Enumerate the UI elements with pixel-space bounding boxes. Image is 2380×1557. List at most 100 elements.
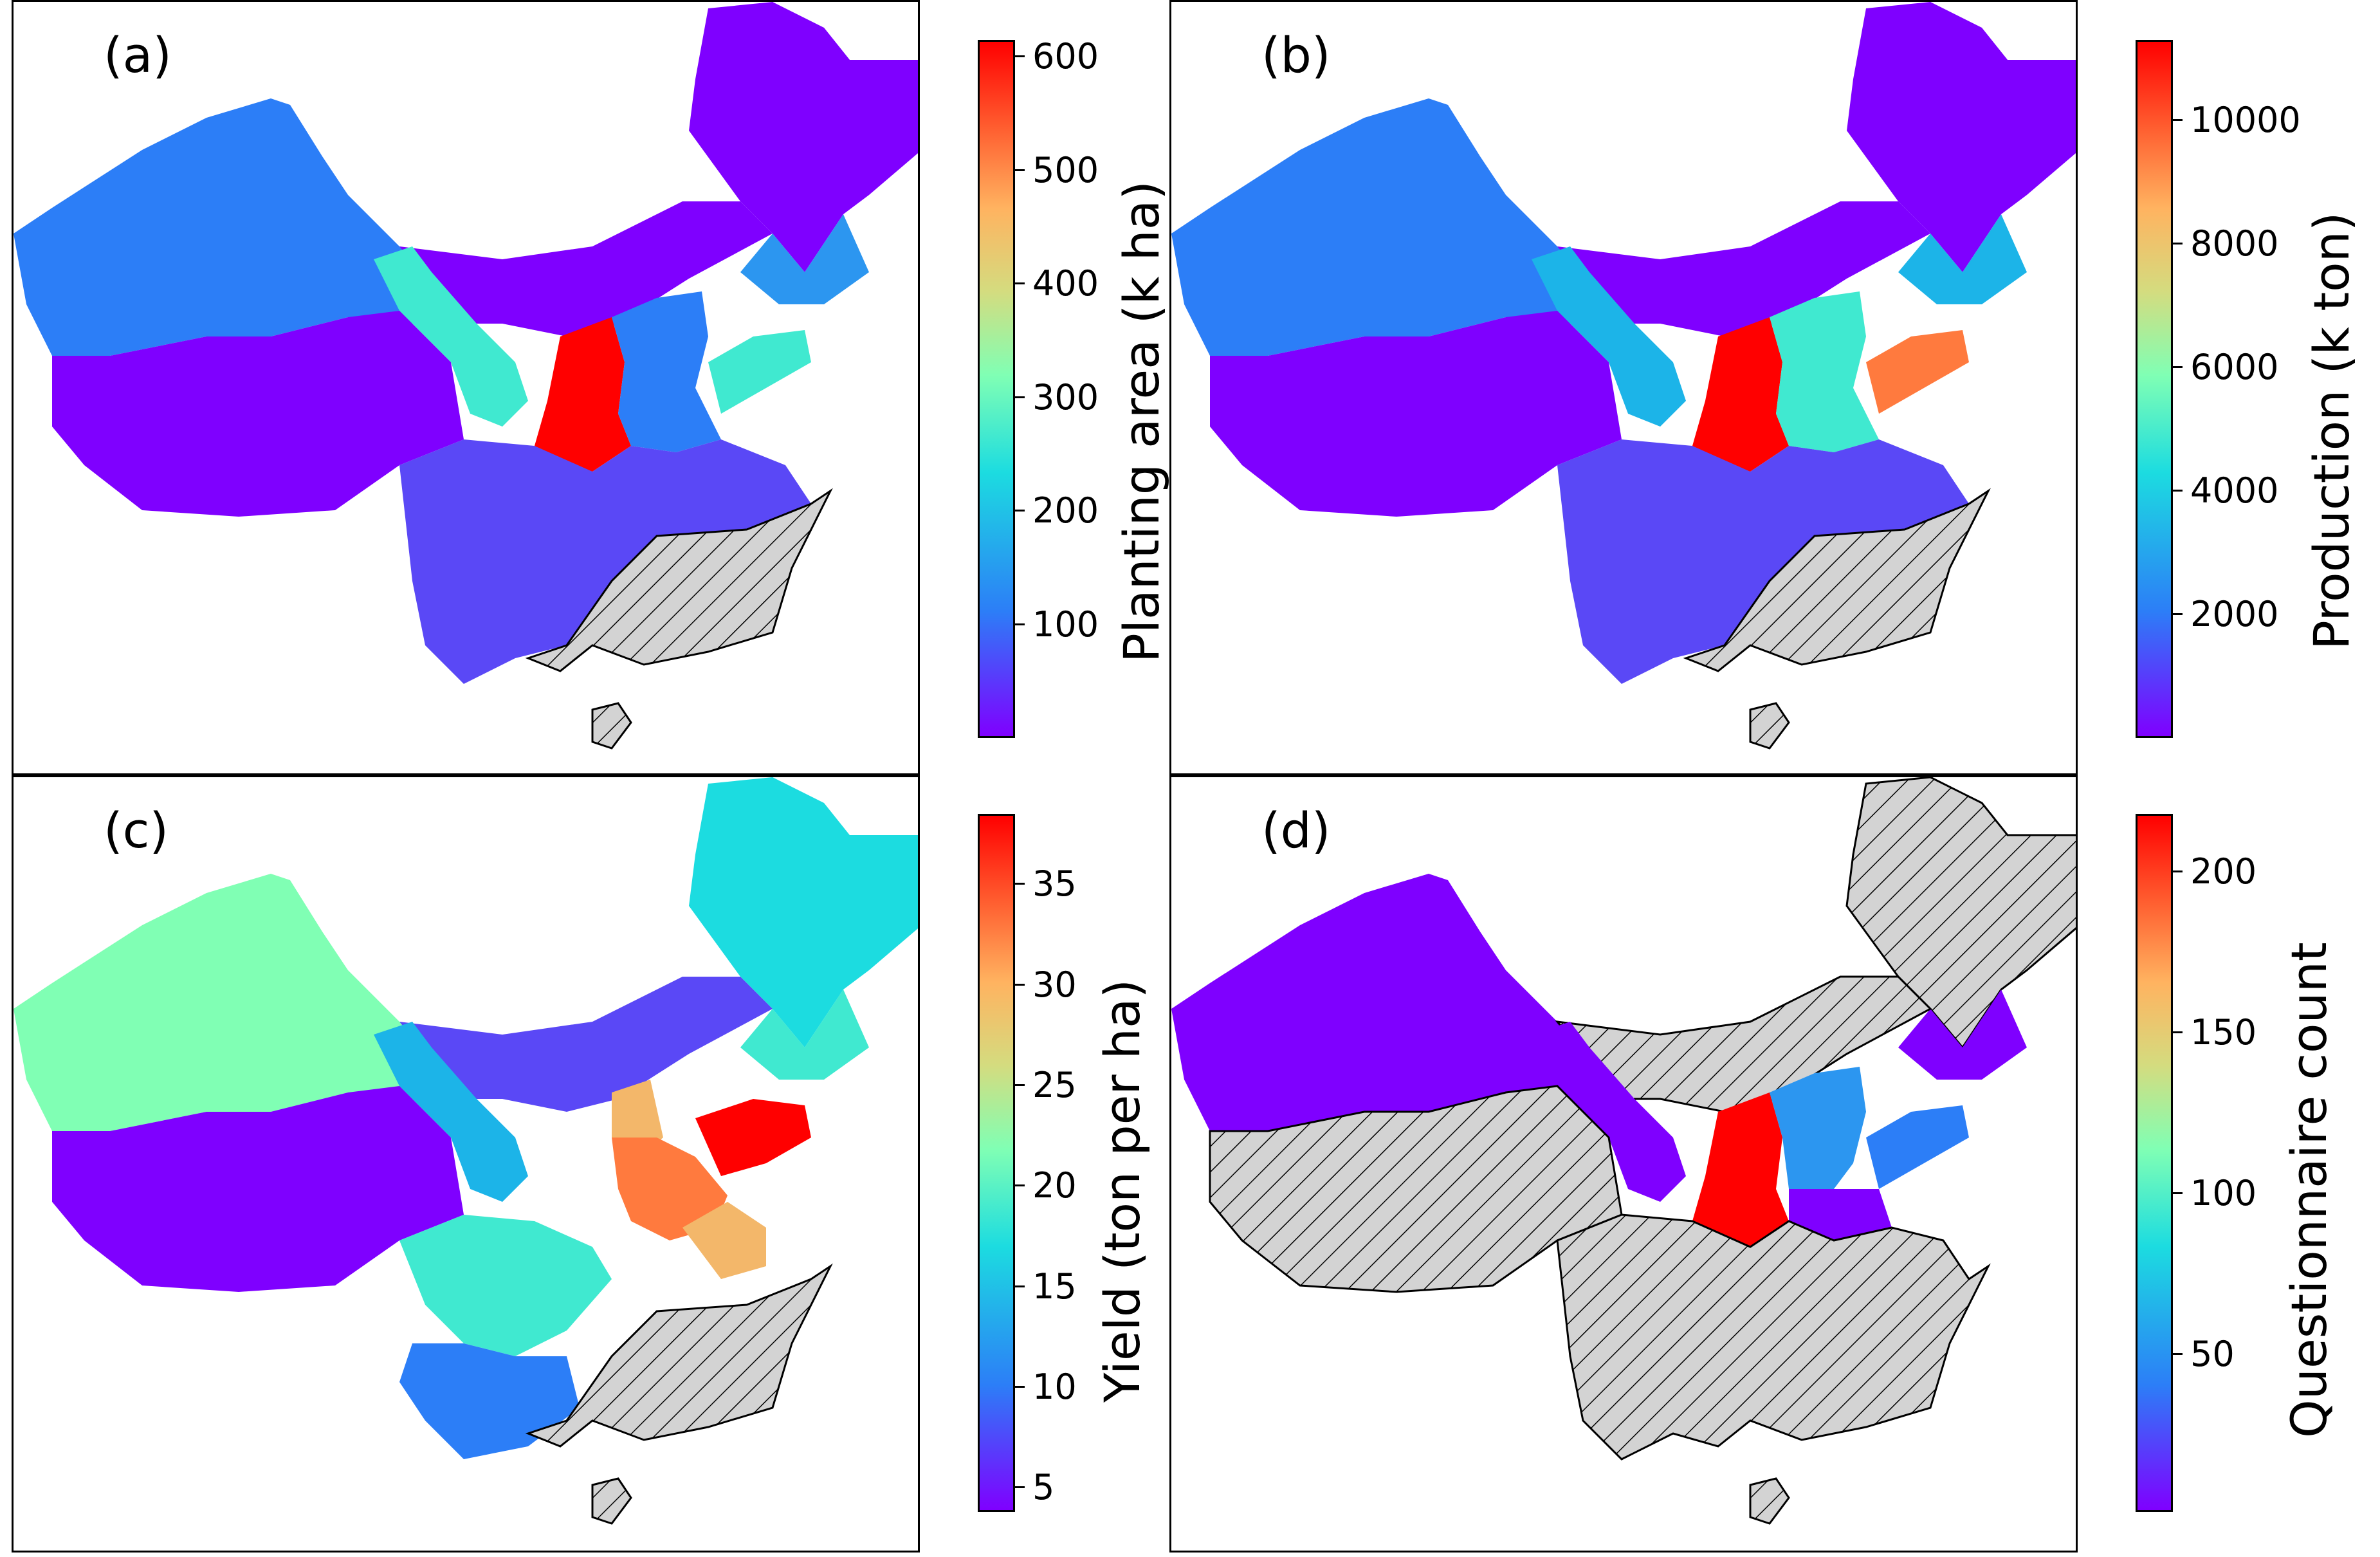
tick-label: 150 bbox=[2190, 1012, 2257, 1053]
tick-mark bbox=[2171, 871, 2183, 872]
tick-label: 100 bbox=[1032, 603, 1099, 645]
tick-label: 500 bbox=[1032, 149, 1099, 190]
region-sichuan bbox=[399, 1215, 612, 1356]
tick-mark bbox=[1013, 983, 1025, 986]
region-xinjiang bbox=[1171, 874, 1622, 1131]
tick-mark bbox=[2171, 365, 2183, 368]
region-inner-mongolia bbox=[399, 201, 773, 336]
tick-mark bbox=[1013, 510, 1025, 512]
tick-mark bbox=[2171, 489, 2183, 492]
tick-label: 100 bbox=[2190, 1173, 2257, 1213]
tick-label: 20 bbox=[1032, 1165, 1077, 1206]
tick-mark bbox=[2171, 1192, 2183, 1194]
colorbar-title-d: Questionnaire count bbox=[2280, 942, 2338, 1438]
china-map-d bbox=[1171, 777, 2076, 1525]
region-gansu bbox=[374, 246, 528, 427]
tick-label: 35 bbox=[1032, 863, 1077, 905]
region-inner-mongolia bbox=[399, 977, 773, 1112]
tick-label: 6000 bbox=[2190, 346, 2279, 387]
region-gansu bbox=[1532, 1022, 1686, 1202]
region-shandong bbox=[1866, 1105, 1969, 1189]
colorbar-title-c: Yield (ton per ha) bbox=[1094, 979, 1151, 1403]
region-northeast-cyan bbox=[740, 214, 869, 304]
tick-mark bbox=[1013, 1386, 1025, 1388]
region-northeast bbox=[689, 2, 918, 272]
tick-mark bbox=[2171, 1031, 2183, 1033]
tick-label: 10 bbox=[1032, 1367, 1077, 1408]
tick-label: 15 bbox=[1032, 1266, 1077, 1307]
region-hainan-hatched bbox=[591, 1477, 632, 1525]
colorbar-b bbox=[2136, 40, 2173, 738]
tick-mark bbox=[1013, 1184, 1025, 1187]
region-southeast-hatched bbox=[1683, 488, 1991, 672]
region-tibet bbox=[52, 311, 464, 517]
region-hainan-hatched bbox=[1749, 1477, 1790, 1525]
region-northeast bbox=[689, 777, 918, 1047]
colorbar-a bbox=[978, 40, 1015, 738]
map-panel-a: (a) bbox=[12, 0, 920, 775]
region-henan bbox=[612, 1138, 728, 1240]
region-central-hatched bbox=[1556, 1213, 1991, 1460]
tick-mark bbox=[1013, 623, 1025, 625]
region-yunnan bbox=[399, 1343, 580, 1459]
region-northeast-cyan bbox=[1898, 214, 2027, 304]
region-shandong bbox=[708, 330, 811, 414]
region-hainan-hatched bbox=[591, 702, 632, 750]
region-southeast-hatched bbox=[525, 1263, 833, 1448]
china-map-c bbox=[14, 777, 918, 1525]
region-northeast-hatched bbox=[1845, 777, 2076, 1049]
region-hainan-hatched bbox=[1749, 702, 1790, 750]
tick-label: 4000 bbox=[2190, 470, 2279, 511]
tick-mark bbox=[1013, 169, 1025, 171]
tick-mark bbox=[1013, 396, 1025, 398]
tick-label: 200 bbox=[2190, 851, 2257, 892]
region-shandong bbox=[1866, 330, 1969, 414]
region-tibet bbox=[1210, 311, 1622, 517]
region-xinjiang bbox=[14, 874, 464, 1131]
tick-label: 400 bbox=[1032, 263, 1099, 304]
region-shandong bbox=[695, 1099, 811, 1176]
panel-label: (d) bbox=[1261, 802, 1331, 859]
region-shaanxi bbox=[1692, 317, 1789, 472]
tick-mark bbox=[2171, 118, 2183, 121]
region-inner-mongolia-hatched bbox=[1555, 975, 1932, 1113]
region-henan bbox=[1789, 1189, 1892, 1240]
region-central bbox=[1557, 439, 1969, 684]
tick-mark bbox=[1013, 282, 1025, 285]
region-gansu bbox=[1532, 246, 1686, 427]
panel-label: (b) bbox=[1261, 26, 1331, 84]
tick-mark bbox=[1013, 55, 1025, 58]
china-map-a bbox=[14, 2, 918, 750]
tick-label: 300 bbox=[1032, 376, 1099, 418]
region-northeast-cyan bbox=[740, 990, 869, 1080]
region-hubei bbox=[682, 1202, 766, 1279]
tick-mark bbox=[2171, 242, 2183, 244]
tick-mark bbox=[1013, 1486, 1025, 1489]
china-map-b bbox=[1171, 2, 2076, 750]
colorbar-c bbox=[978, 814, 1015, 1512]
region-shanxi bbox=[612, 291, 721, 452]
colorbar-d bbox=[2136, 814, 2173, 1512]
region-tibet bbox=[52, 1086, 464, 1292]
tick-mark bbox=[1013, 883, 1025, 885]
region-northeast bbox=[1847, 2, 2076, 272]
panel-label: (a) bbox=[104, 26, 172, 84]
region-shanxi bbox=[1770, 291, 1879, 452]
region-xinjiang bbox=[14, 98, 464, 356]
tick-label: 25 bbox=[1032, 1065, 1077, 1106]
tick-label: 600 bbox=[1032, 36, 1099, 77]
region-central bbox=[399, 439, 811, 684]
map-panel-b: (b) bbox=[1169, 0, 2078, 775]
tick-label: 5 bbox=[1032, 1467, 1055, 1508]
tick-mark bbox=[2171, 613, 2183, 615]
map-panel-d: (d) bbox=[1169, 775, 2078, 1552]
tick-mark bbox=[1013, 1084, 1025, 1087]
region-shaanxi bbox=[1692, 1092, 1789, 1247]
colorbar-title-a: Planting area (k ha) bbox=[1113, 180, 1170, 663]
region-xinjiang bbox=[1171, 98, 1622, 356]
map-panel-c: (c) bbox=[12, 775, 920, 1552]
tick-mark bbox=[1013, 1285, 1025, 1287]
region-gansu bbox=[374, 1022, 528, 1202]
region-shaanxi bbox=[535, 317, 631, 472]
tick-label: 8000 bbox=[2190, 223, 2279, 264]
